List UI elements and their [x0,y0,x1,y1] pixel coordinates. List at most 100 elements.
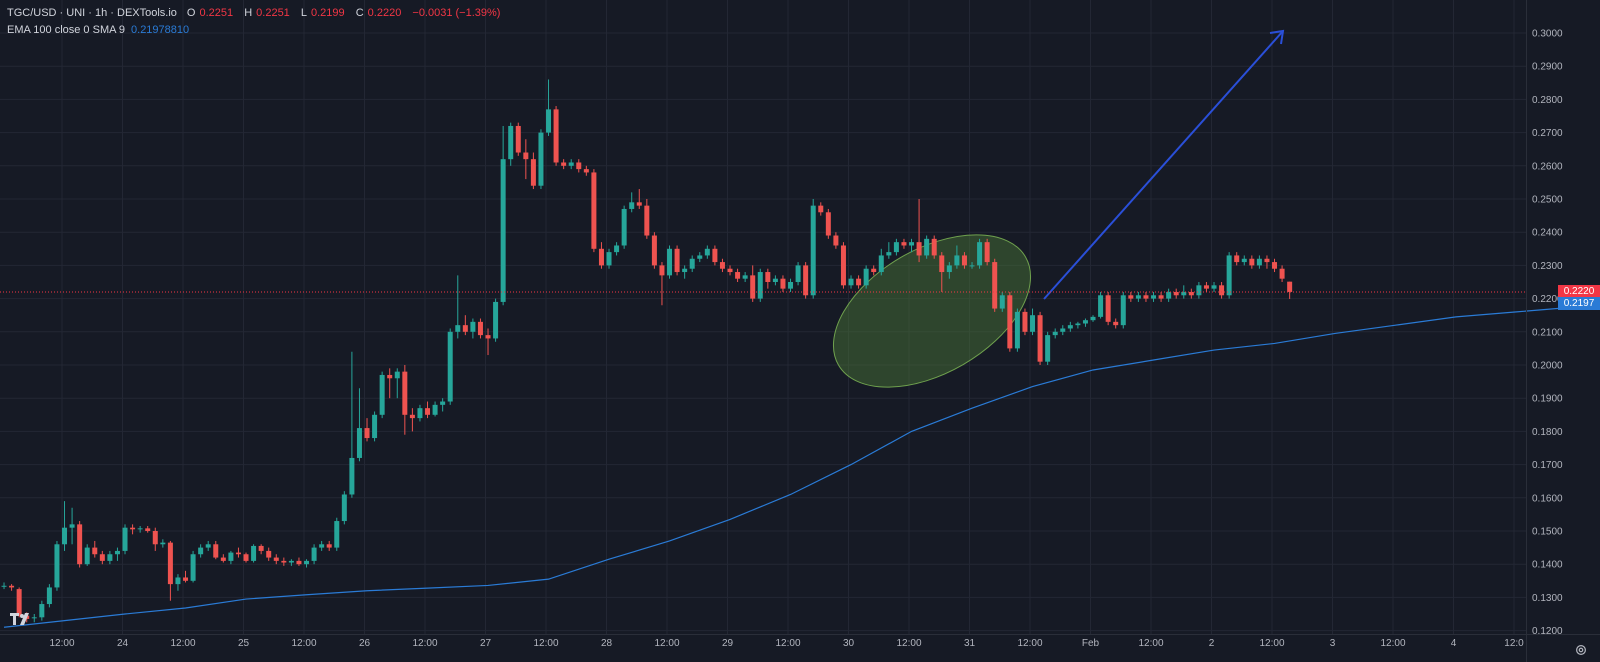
candle-body [583,169,589,173]
candle-body [629,202,635,209]
time-tick-label: 29 [722,638,734,649]
candle [1007,291,1013,352]
candle-body [31,617,37,619]
candle-body [1007,295,1013,349]
candle [99,550,105,565]
candle [304,559,310,568]
candle-body [780,278,786,289]
candle-body [167,542,173,585]
candle [1022,308,1028,336]
candle [311,544,317,565]
candle-body [462,325,468,332]
time-tick-label: 12:00 [1380,638,1405,649]
candle [568,159,574,170]
candle [334,517,340,551]
price-tick-label: 0.2500 [1532,195,1563,206]
candle [130,524,136,535]
candle [1264,255,1270,269]
candle [1181,285,1187,299]
candle-body [198,547,204,555]
time-tick-label: 12:00 [896,638,921,649]
time-axis[interactable]: 12:00 24 12:00 25 12:00 26 12:00 27 12:00 28 12:00… [0,634,1600,650]
candle-body [477,321,483,336]
candle [190,550,196,583]
candle-body [455,325,461,332]
price-tick-label: 0.2700 [1532,128,1563,139]
candle [636,189,642,209]
candle [167,540,173,601]
candle [31,614,37,623]
candle [273,554,279,565]
candle-body [689,258,695,269]
candle [742,272,748,282]
candle [614,242,620,256]
candle [1060,325,1066,336]
candle [1173,288,1179,299]
candle [682,265,688,279]
price-tick-label: 0.1300 [1532,593,1563,604]
candle [1241,255,1247,266]
candle [1249,255,1255,269]
price-tick-label: 0.1500 [1532,527,1563,538]
time-tick-label: 12:0 [1504,638,1524,649]
candle [893,238,899,256]
candle [546,79,552,136]
candle [946,262,952,279]
candle-body [432,404,438,415]
candle-body [364,428,370,439]
candle-body [546,109,552,133]
candle [1256,255,1262,269]
symbol-title[interactable]: TGC/USD · UNI · 1h · DEXTools.io [7,7,177,19]
candle [455,275,461,339]
candle-body [304,560,310,565]
candle [1120,291,1126,329]
candle [984,238,990,266]
candle [62,501,68,551]
candle-body [508,125,514,160]
candle-body [402,371,408,415]
candle-body [931,238,937,256]
candle [485,328,491,356]
candle-body [130,527,136,530]
candle-body [614,245,620,253]
candle-body [273,557,279,561]
candle [833,232,839,249]
candle-body [954,255,960,266]
price-tick-label: 0.1600 [1532,493,1563,504]
time-tick-label: 28 [601,638,613,649]
candle [372,411,378,442]
candle [818,202,824,216]
candle [387,368,393,399]
candle-body [122,527,128,551]
tradingview-logo-icon[interactable] [9,611,33,627]
candle [561,159,567,170]
candle-body [1067,325,1073,329]
trend-arrow-layer [1043,29,1285,300]
candle-body [697,255,703,259]
candle [107,550,113,565]
candle [598,242,604,269]
candle [712,245,718,266]
candle-body [765,272,771,282]
candle [137,526,143,533]
candle [667,245,673,279]
candle [621,205,627,249]
candle [470,318,476,339]
gear-icon[interactable] [1574,643,1588,657]
candle [1014,308,1020,352]
price-tick-label: 0.1200 [1532,626,1563,637]
candle [46,584,52,608]
candle-body [145,528,151,531]
candle-body [1151,295,1157,299]
candle [228,550,234,565]
highlight-ellipse [832,234,1032,388]
candle-body [16,589,22,616]
candle [1128,291,1134,302]
indicator-label[interactable]: EMA 100 close 0 SMA 9 [7,24,126,36]
candle-body [288,560,294,563]
candle [92,540,98,558]
candle-body [493,301,499,339]
price-axis[interactable]: 0.3000 0.2900 0.2800 0.2700 0.2600 0.2500 0.24… [1526,0,1564,662]
price-tick-label: 0.2400 [1532,228,1563,239]
